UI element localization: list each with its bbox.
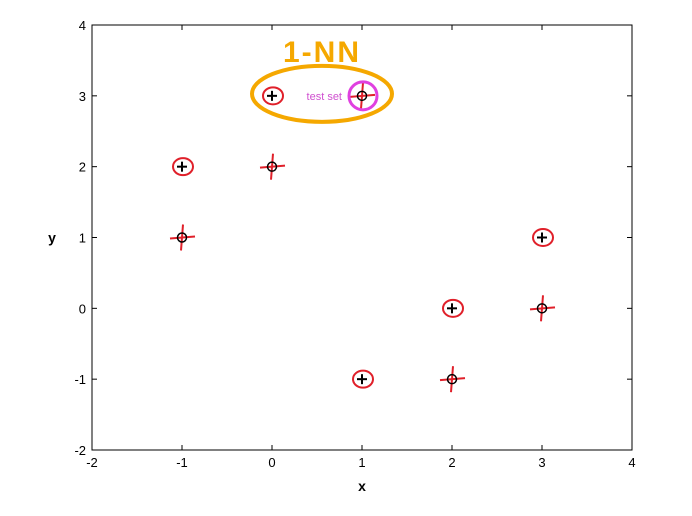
circle-marker bbox=[536, 303, 548, 314]
nearest-neighbor-annotation: test set 1-NN bbox=[250, 36, 394, 124]
y-tick-label: -1 bbox=[74, 372, 86, 387]
y-tick-label: 2 bbox=[79, 160, 86, 175]
circle-marker bbox=[266, 161, 278, 172]
plus-marker bbox=[177, 161, 187, 172]
y-tick-label: 3 bbox=[79, 89, 86, 104]
plus-marker bbox=[537, 232, 547, 243]
red-cross-v bbox=[270, 153, 274, 180]
x-tick-label: 0 bbox=[268, 455, 275, 470]
red-circle-annotation bbox=[532, 228, 554, 247]
x-tick-label: 4 bbox=[628, 455, 635, 470]
handwritten-title: 1-NN bbox=[283, 36, 361, 69]
plus-marker bbox=[357, 374, 367, 385]
group-ellipse bbox=[250, 63, 394, 124]
red-circle-annotation bbox=[442, 298, 464, 318]
y-tick-label: 4 bbox=[79, 18, 86, 33]
red-circle-annotation bbox=[352, 369, 374, 389]
red-cross-annotation bbox=[259, 153, 286, 180]
y-axis-label: y bbox=[48, 230, 56, 246]
x-tick-label: 1 bbox=[358, 455, 365, 470]
red-cross-annotation bbox=[349, 82, 376, 109]
red-cross-v bbox=[540, 295, 544, 322]
circle-marker bbox=[356, 90, 368, 102]
red-circle-annotation bbox=[262, 86, 284, 106]
red-cross-annotation bbox=[169, 224, 196, 251]
x-tick-label: -1 bbox=[176, 455, 188, 470]
red-cross-v bbox=[450, 366, 454, 393]
data-points bbox=[176, 90, 548, 385]
red-cross-v bbox=[360, 82, 364, 109]
red-cross-annotation bbox=[439, 366, 466, 393]
circle-marker bbox=[446, 373, 458, 385]
x-axis-ticks: -2 -1 0 1 2 3 4 bbox=[86, 25, 636, 470]
y-tick-label: 0 bbox=[79, 301, 86, 316]
plus-marker bbox=[267, 90, 277, 101]
x-tick-label: 2 bbox=[448, 455, 455, 470]
y-tick-label: 1 bbox=[79, 231, 86, 246]
x-tick-label: -2 bbox=[86, 455, 98, 470]
test-point-highlight bbox=[347, 80, 379, 112]
plus-marker bbox=[447, 303, 457, 314]
red-cross-annotation bbox=[529, 295, 556, 322]
y-tick-label: -2 bbox=[74, 443, 86, 458]
red-annotations bbox=[169, 82, 556, 393]
circle-marker bbox=[176, 232, 188, 243]
red-cross-v bbox=[180, 224, 184, 251]
test-set-label: test set bbox=[307, 91, 342, 103]
x-axis-label: x bbox=[358, 478, 366, 494]
y-axis-ticks: -2 -1 0 1 2 3 4 bbox=[74, 18, 632, 458]
red-circle-annotation bbox=[172, 157, 194, 177]
x-tick-label: 3 bbox=[538, 455, 545, 470]
